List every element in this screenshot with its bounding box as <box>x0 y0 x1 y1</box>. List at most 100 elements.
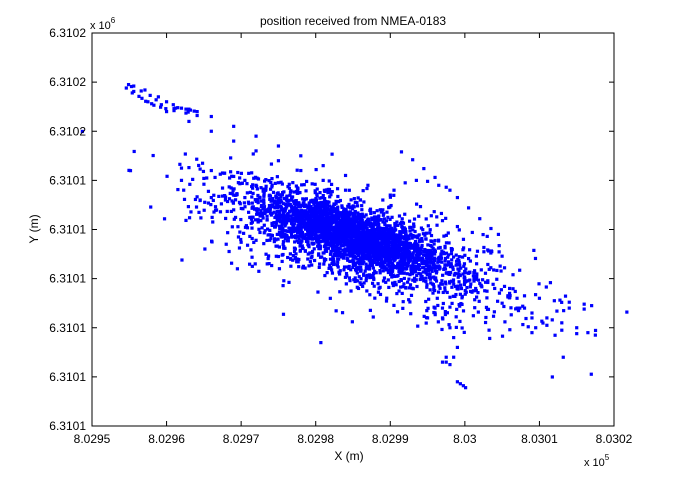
data-point <box>223 193 227 198</box>
data-point <box>371 222 375 226</box>
data-point <box>384 233 389 237</box>
data-point <box>391 263 395 268</box>
data-point <box>439 282 443 286</box>
data-point <box>326 246 331 250</box>
data-point <box>370 226 374 231</box>
data-point <box>530 331 534 335</box>
data-point <box>307 245 311 249</box>
y-axis: 6.31016.31016.31016.31016.31016.31016.31… <box>49 26 614 433</box>
data-point <box>351 265 355 270</box>
data-point <box>327 200 331 204</box>
data-point <box>353 268 358 272</box>
data-point <box>268 187 273 191</box>
data-point <box>321 217 325 221</box>
data-point <box>296 226 300 230</box>
data-point <box>407 219 412 223</box>
data-point <box>420 237 424 241</box>
data-point <box>319 225 323 229</box>
data-point <box>424 261 429 265</box>
data-point <box>411 158 415 162</box>
data-point <box>449 279 454 283</box>
data-point <box>371 266 375 270</box>
data-point <box>448 305 452 309</box>
data-point <box>381 279 386 283</box>
data-point <box>328 195 332 199</box>
data-point <box>344 271 349 276</box>
data-point <box>332 262 336 266</box>
data-point <box>434 279 439 283</box>
data-point <box>392 248 396 253</box>
data-point <box>345 233 349 238</box>
data-point <box>146 100 150 104</box>
data-point <box>259 211 263 216</box>
y-exponent-base: x 10 <box>90 20 111 32</box>
data-point <box>250 195 254 199</box>
data-point <box>382 237 386 242</box>
data-point <box>446 253 451 257</box>
data-point <box>256 218 260 222</box>
data-point <box>323 197 327 201</box>
data-point <box>450 285 454 289</box>
data-point <box>340 204 344 208</box>
data-point <box>388 195 393 199</box>
data-point <box>390 281 395 285</box>
data-point <box>407 298 411 302</box>
data-point <box>344 213 349 217</box>
data-point <box>483 289 487 293</box>
data-point <box>306 217 310 221</box>
data-point <box>390 244 394 248</box>
data-point <box>267 194 271 198</box>
data-point <box>458 263 462 267</box>
data-point <box>408 245 412 250</box>
data-point <box>386 238 390 242</box>
data-point <box>318 245 323 249</box>
data-point <box>309 221 313 225</box>
data-point <box>390 267 395 271</box>
data-point <box>363 226 367 230</box>
data-point <box>337 246 341 250</box>
data-point <box>495 277 499 281</box>
data-point <box>454 292 458 297</box>
data-point <box>262 242 266 246</box>
data-point <box>461 248 465 252</box>
data-point <box>443 263 447 267</box>
data-point <box>316 244 320 248</box>
data-point <box>284 221 289 225</box>
data-point <box>406 262 410 266</box>
data-point <box>308 231 312 235</box>
data-point <box>448 326 452 330</box>
data-point <box>218 210 223 214</box>
data-point <box>360 208 364 212</box>
data-point <box>328 189 332 194</box>
data-point <box>515 296 519 300</box>
data-point <box>359 259 363 264</box>
svg-text:x 105: x 105 <box>584 453 610 469</box>
data-point <box>254 134 258 138</box>
data-point <box>295 208 299 213</box>
data-point <box>411 287 415 291</box>
data-point <box>366 183 370 187</box>
data-point <box>593 333 597 337</box>
data-point <box>351 246 355 250</box>
data-point <box>373 231 377 236</box>
data-point <box>346 204 350 208</box>
data-point <box>292 222 296 226</box>
data-point <box>357 237 361 241</box>
data-point <box>330 218 334 222</box>
data-point <box>575 326 579 330</box>
data-point <box>466 206 471 210</box>
data-point <box>497 250 501 254</box>
data-point <box>335 225 340 229</box>
data-point <box>524 316 528 321</box>
data-point <box>280 193 285 197</box>
data-point <box>316 214 320 219</box>
data-point <box>353 217 357 221</box>
data-point <box>411 233 415 238</box>
data-point <box>406 248 410 252</box>
data-point <box>314 213 319 217</box>
data-point <box>286 239 290 243</box>
data-point <box>450 301 454 305</box>
data-point <box>305 232 309 237</box>
data-point <box>405 272 409 276</box>
data-point <box>282 190 286 194</box>
